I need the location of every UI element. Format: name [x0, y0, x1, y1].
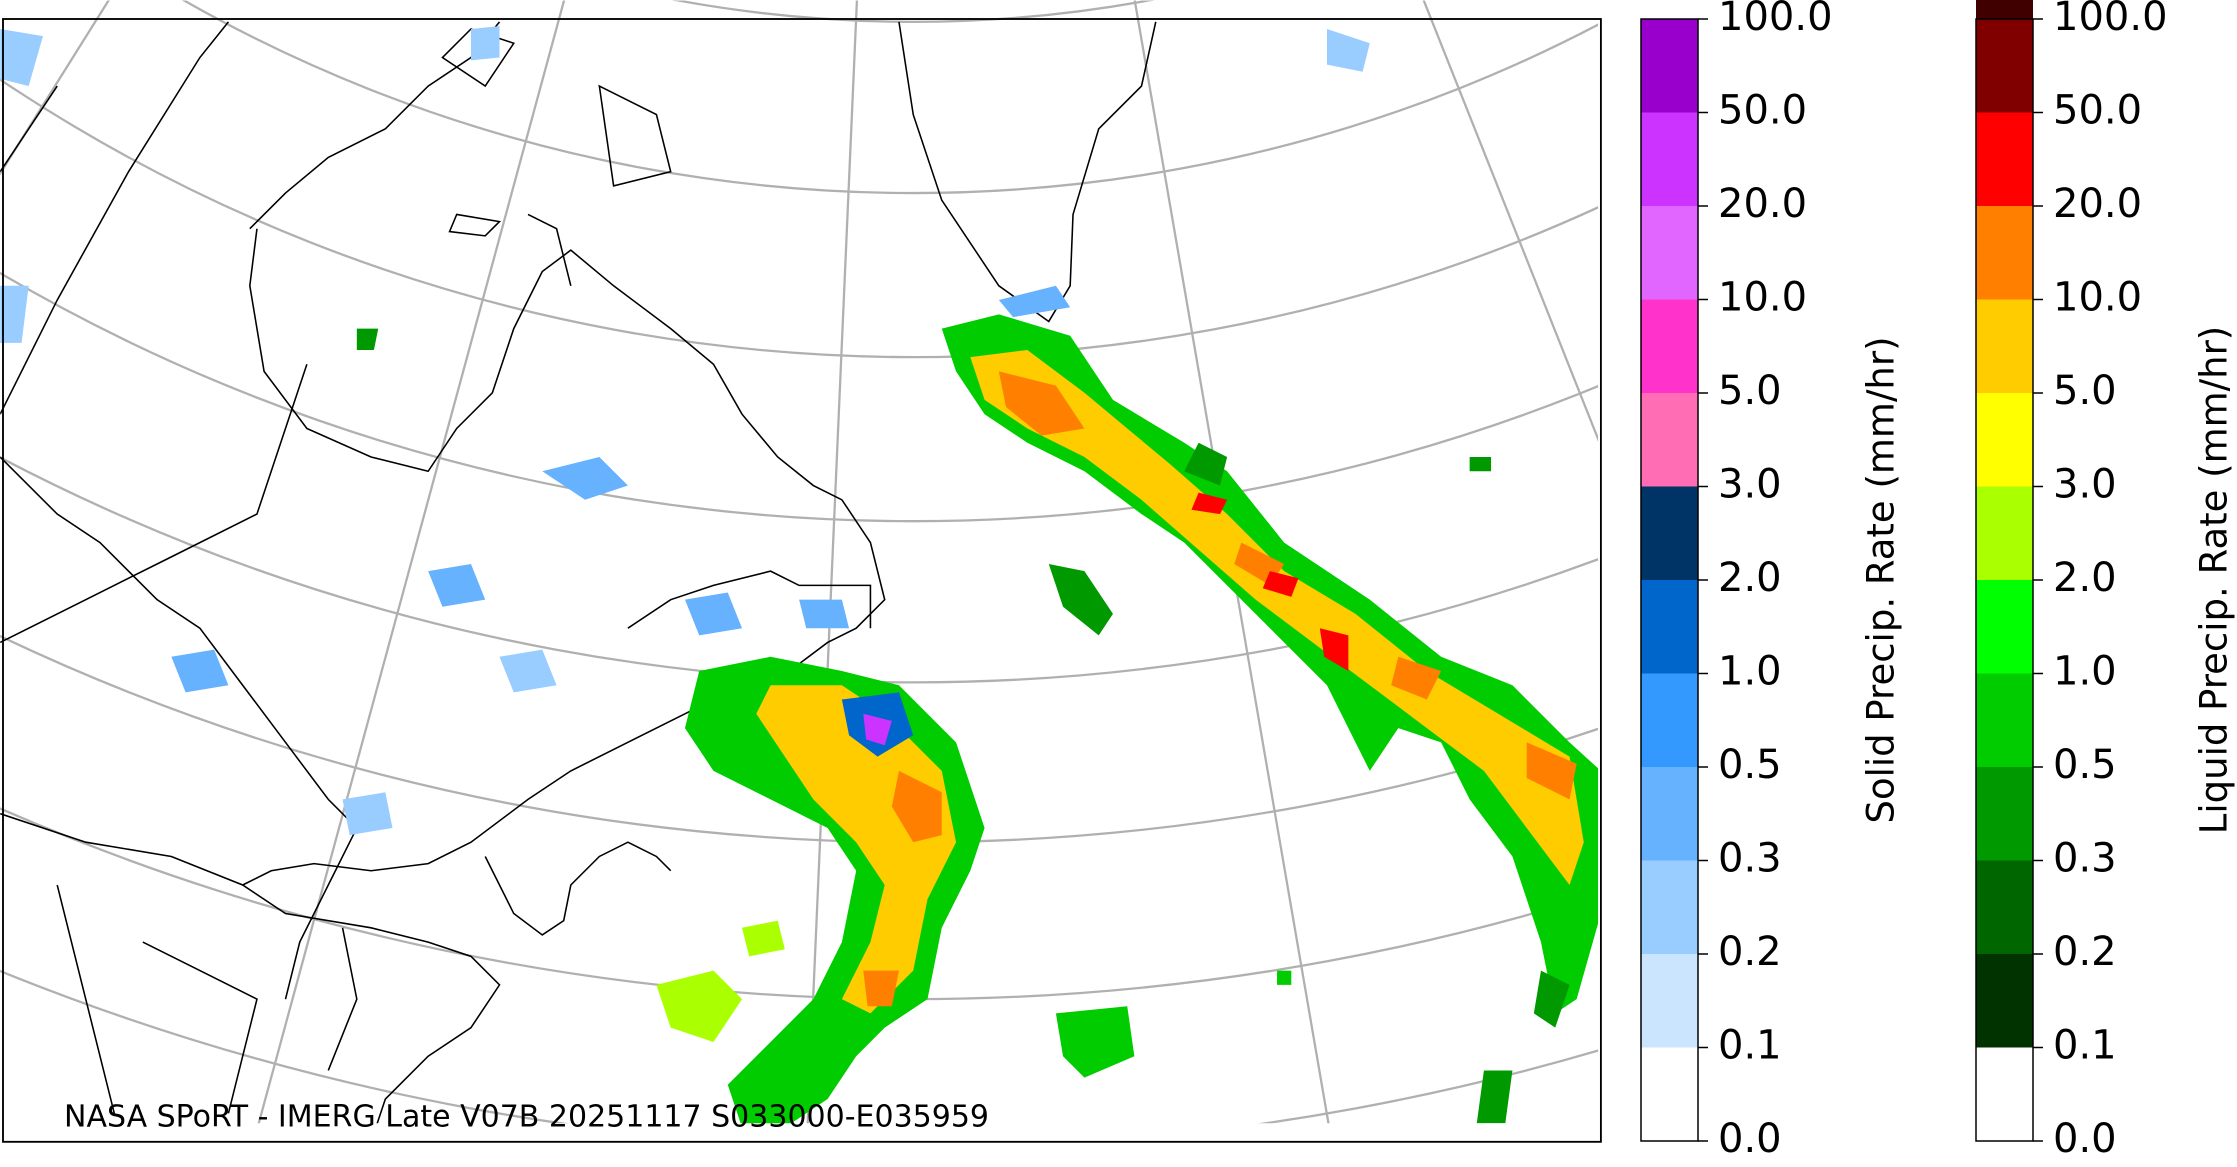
map-frame	[2, 18, 1602, 1143]
colorbar-bin	[1641, 393, 1698, 487]
colorbar-label: Solid Precip. Rate (mm/hr)	[1860, 336, 1903, 823]
colorbar-bin	[1976, 206, 2033, 300]
colorbar-tick-label: 20.0	[2053, 181, 2142, 227]
colorbar-bin	[1641, 486, 1698, 580]
colorbar-bin	[1641, 299, 1698, 393]
colorbar-bin	[1976, 393, 2033, 487]
colorbar-tick-label: 50.0	[1718, 88, 1807, 134]
colorbar-tick-label: 100.0	[1718, 0, 1833, 40]
colorbar-tick-label: 0.0	[2053, 1116, 2117, 1162]
colorbar-bin	[1976, 0, 2033, 19]
colorbar-tick-label: 5.0	[1718, 368, 1782, 414]
colorbar-bin	[1641, 580, 1698, 674]
colorbar-label: Liquid Precip. Rate (mm/hr)	[2193, 326, 2236, 835]
colorbar-tick-label: 2.0	[2053, 555, 2117, 601]
colorbar-bin	[1976, 299, 2033, 393]
colorbar-tick-label: 20.0	[1718, 181, 1807, 227]
colorbar-tick-label: 5.0	[2053, 368, 2117, 414]
colorbar-bin	[1976, 19, 2033, 113]
colorbar-tick-label: 1.0	[2053, 649, 2117, 695]
colorbar-tick-label: 0.1	[1718, 1023, 1782, 1069]
colorbar-tick-label: 1.0	[1718, 649, 1782, 695]
colorbar-tick-label: 50.0	[2053, 88, 2142, 134]
colorbar-bin	[1641, 1047, 1698, 1141]
colorbar-bin	[1641, 112, 1698, 206]
colorbar-tick-label: 3.0	[1718, 462, 1782, 508]
colorbar-bin	[1976, 580, 2033, 674]
colorbar-bin	[1976, 954, 2033, 1048]
colorbar-bin	[1641, 767, 1698, 861]
colorbar-tick-label: 0.1	[2053, 1023, 2117, 1069]
colorbar-tick-label: 0.3	[2053, 836, 2117, 882]
colorbar-bin	[1641, 673, 1698, 767]
colorbar-tick-label: 0.5	[2053, 742, 2117, 788]
colorbar-tick-label: 0.2	[1718, 929, 1782, 975]
precipitation	[0, 26, 1599, 1124]
colorbar-tick-label: 100.0	[2053, 0, 2168, 40]
colorbar-bin	[1976, 486, 2033, 580]
colorbar-tick-label: 10.0	[2053, 275, 2142, 321]
colorbar-bin	[1641, 860, 1698, 954]
colorbar-bin	[1976, 112, 2033, 206]
caption: NASA SPoRT - IMERG Late V07B 20251117 S0…	[64, 1100, 989, 1135]
colorbar-tick-label: 0.0	[1718, 1116, 1782, 1162]
colorbar-bin	[1641, 19, 1698, 113]
colorbar-tick-label: 2.0	[1718, 555, 1782, 601]
colorbar-tick-label: 10.0	[1718, 275, 1807, 321]
colorbar-bin	[1641, 954, 1698, 1048]
colorbar-bin	[1976, 767, 2033, 861]
colorbar-tick-label: 0.3	[1718, 836, 1782, 882]
colorbar-bin	[1976, 673, 2033, 767]
colorbar-tick-label: 3.0	[2053, 462, 2117, 508]
colorbar-bin	[1976, 860, 2033, 954]
colorbar-tick-label: 0.5	[1718, 742, 1782, 788]
colorbar-tick-label: 0.2	[2053, 929, 2117, 975]
colorbar-bin	[1641, 206, 1698, 300]
colorbar-bin	[1976, 1047, 2033, 1141]
